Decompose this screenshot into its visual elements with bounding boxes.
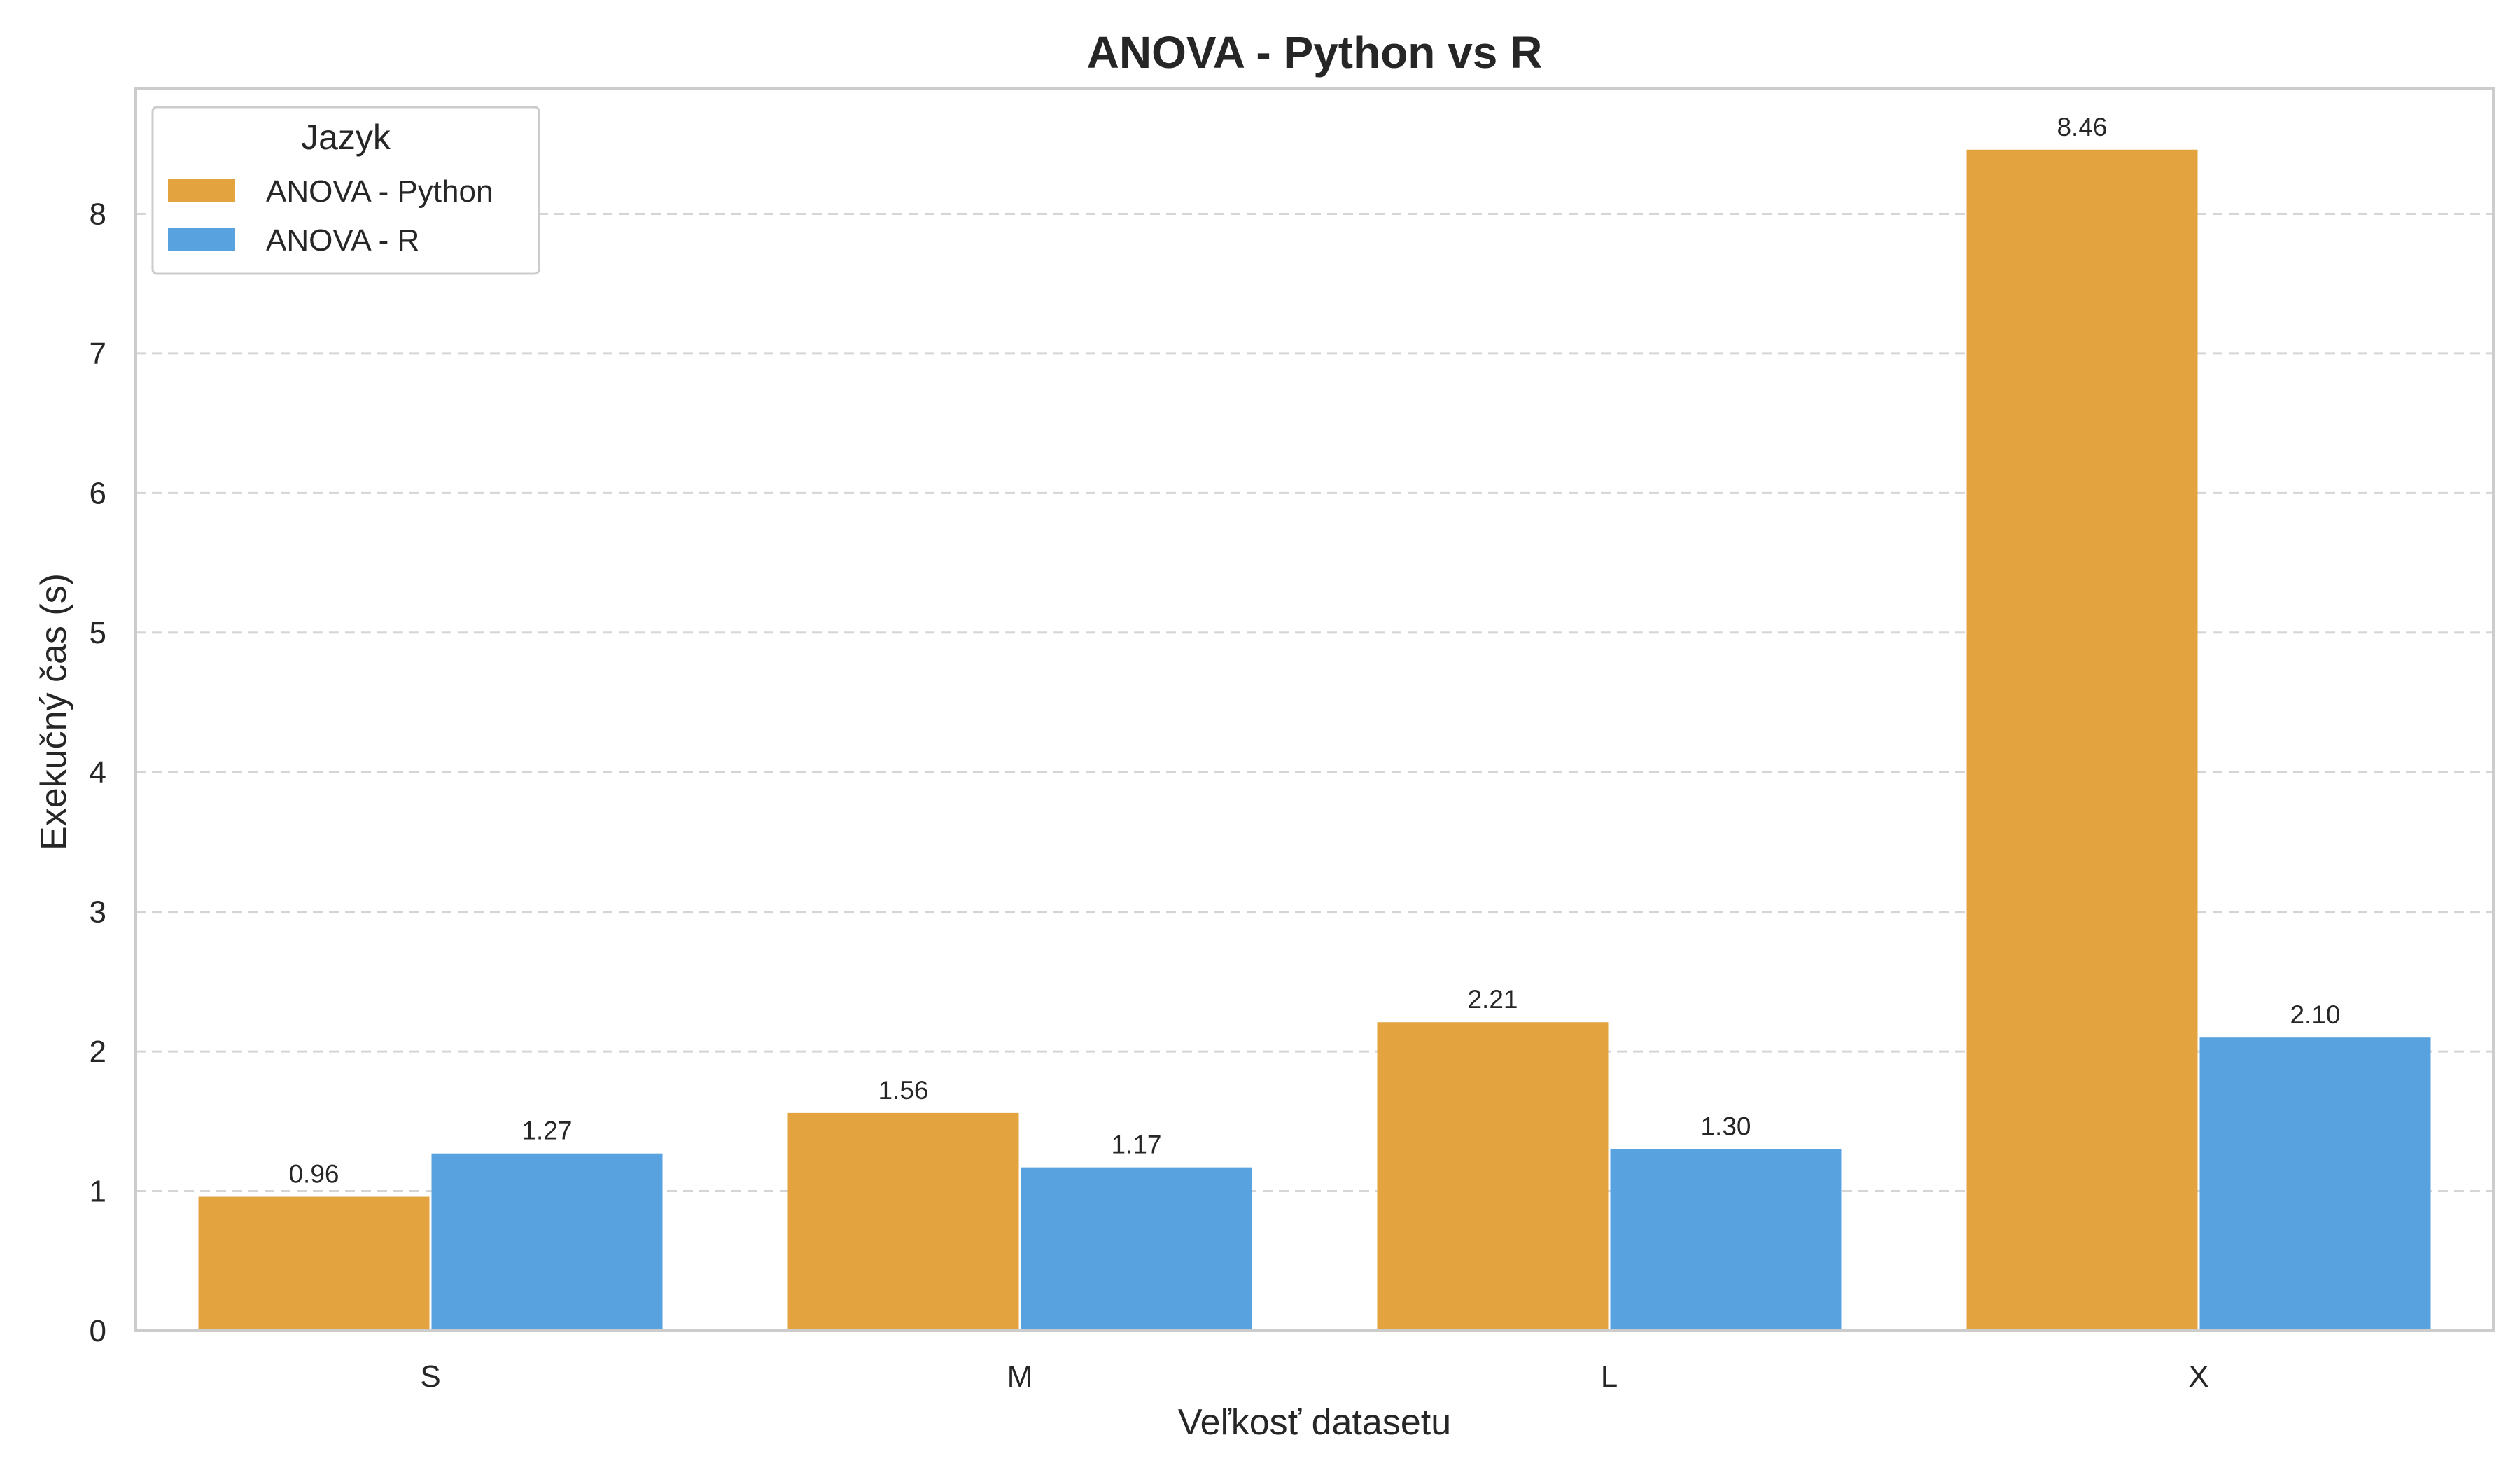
y-tick-label: 0 [90, 1314, 106, 1348]
y-axis-label: Exekučný čas (s) [34, 573, 74, 850]
y-tick-label: 4 [90, 755, 106, 790]
bar-value-label: 2.21 [1467, 985, 1518, 1014]
x-tick-label: L [1601, 1359, 1618, 1394]
x-tick-label: M [1007, 1359, 1033, 1394]
legend-label-python: ANOVA - Python [266, 174, 493, 209]
y-tick-label: 2 [90, 1035, 106, 1069]
legend-label-r: ANOVA - R [266, 223, 419, 258]
y-axis-ticks: 0 1 2 3 4 5 6 7 8 [90, 197, 106, 1348]
legend-box [151, 106, 540, 275]
bar-value-label: 1.27 [522, 1116, 572, 1145]
x-tick-label: X [2188, 1359, 2208, 1394]
bar-r-l [1610, 1149, 1842, 1331]
bar-python-x [1966, 149, 2198, 1331]
x-tick-label: S [420, 1359, 440, 1394]
y-tick-label: 5 [90, 616, 106, 650]
y-tick-label: 6 [90, 476, 106, 510]
y-tick-label: 1 [90, 1175, 106, 1209]
bar-value-label: 1.30 [1700, 1112, 1751, 1141]
x-axis-label: Veľkosť datasetu [1178, 1402, 1451, 1443]
bar-python-m [788, 1112, 1019, 1331]
bar-r-x [2199, 1037, 2431, 1331]
bar-python-l [1377, 1022, 1609, 1331]
plot-frame [134, 87, 2495, 1332]
y-tick-label: 7 [90, 337, 106, 371]
bar-r-m [1021, 1167, 1252, 1331]
bar-value-label: 2.10 [2290, 1000, 2340, 1029]
bar-value-label: 1.17 [1111, 1130, 1161, 1159]
legend-title: Jazyk [301, 118, 391, 157]
legend-swatch-python [168, 178, 235, 202]
legend: Jazyk ANOVA - Python ANOVA - R [151, 106, 540, 275]
bar-python-s [198, 1196, 430, 1331]
y-tick-label: 3 [90, 895, 106, 930]
bar-r-s [431, 1153, 663, 1331]
bars [198, 149, 2431, 1331]
y-tick-label: 8 [90, 197, 106, 231]
chart-title: ANOVA - Python vs R [1087, 27, 1543, 78]
bar-value-label: 1.56 [878, 1076, 928, 1105]
legend-swatch-r [168, 227, 235, 251]
bar-value-label: 0.96 [288, 1160, 339, 1189]
value-labels: 0.96 1.27 1.56 1.17 2.21 1.30 8.46 2.10 [288, 113, 2340, 1189]
bar-value-label: 8.46 [2057, 113, 2107, 141]
